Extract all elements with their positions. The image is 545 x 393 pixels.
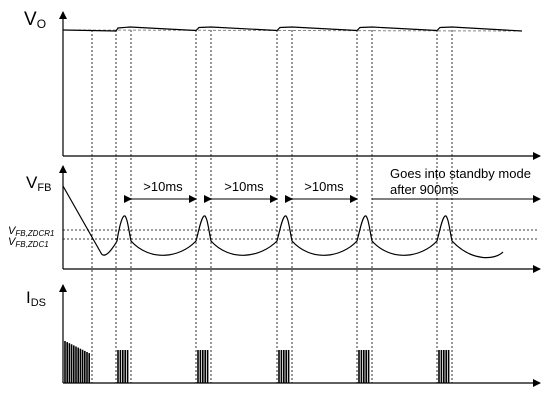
zdcr1-label-sub: FB,ZDCR1 [15,229,54,238]
interval-label-3: >10ms [304,179,344,194]
standby-label-line1: Goes into standby mode [390,166,531,181]
ids-pulse-trains [64,341,450,383]
zdc1-label-main: V [8,236,17,248]
ids-label-sub: DS [31,297,46,309]
interval-label-1: >10ms [143,179,183,194]
vo-label-main: V [24,9,37,30]
vfb-zdcr1-label: VFB,ZDCR1 [8,225,54,238]
vfb-label: VFB [26,173,51,194]
vo-reference-line [62,29,523,32]
zdcr1-label-main: V [8,225,17,237]
vfb-zdc1-label: VFB,ZDC1 [8,236,49,249]
vfb-label-main: V [26,173,38,192]
interval-label-2: >10ms [224,179,264,194]
vfb-panel: VFB VFB,ZDCR1 VFB,ZDC1 >10ms >10ms >10ms… [8,165,541,273]
vfb-label-sub: FB [37,182,51,194]
timing-guide-lines [91,30,453,383]
vo-panel: VO [24,9,541,160]
ids-label: IDS [26,288,46,309]
standby-label-line2: after 900ms [390,182,459,197]
zdc1-label-sub: FB,ZDC1 [15,240,48,249]
ids-panel: IDS [26,284,541,387]
vo-label-sub: O [37,17,46,31]
vo-label: VO [24,9,46,31]
ids-label-main: I [26,288,31,307]
vo-waveform [62,26,523,32]
vfb-waveform [62,185,504,259]
